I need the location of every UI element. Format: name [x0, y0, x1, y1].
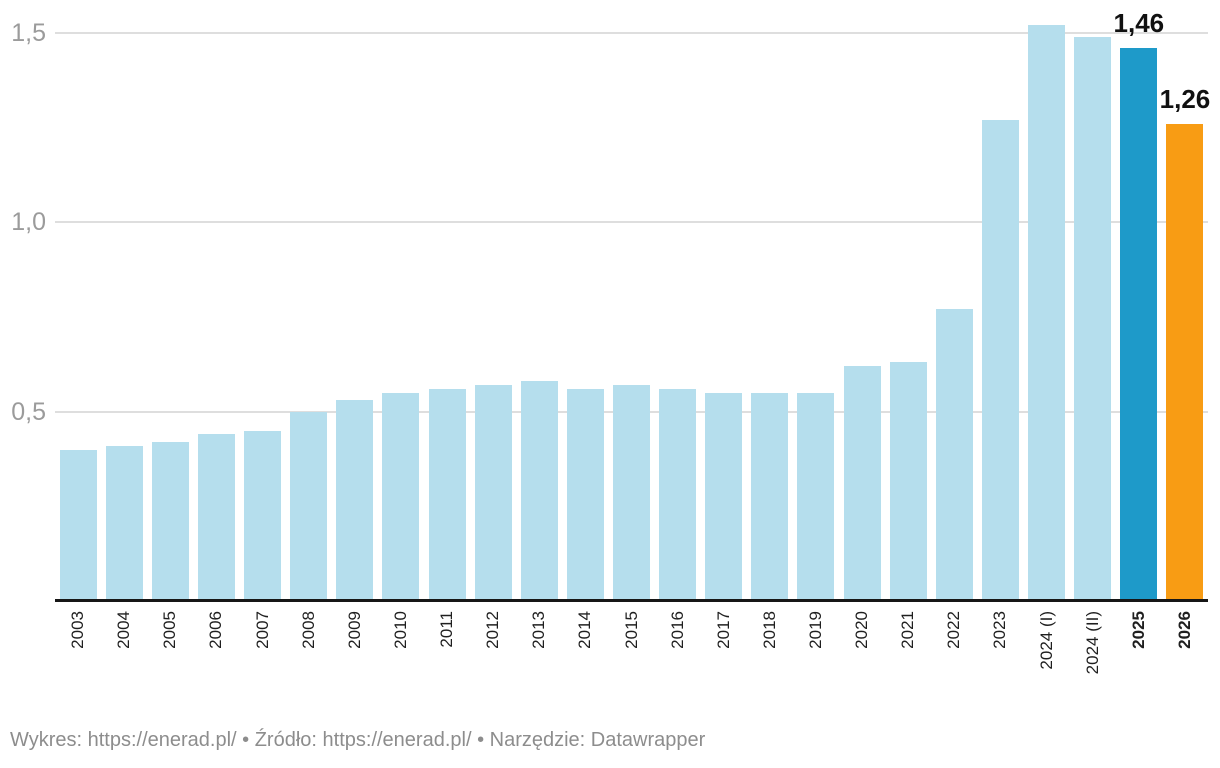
footer-text: Narzędzie:: [489, 729, 591, 751]
x-axis-label-2006: 2006: [206, 611, 226, 649]
bar-2016[interactable]: [659, 388, 697, 601]
footer-link-chart[interactable]: https://enerad.pl/: [87, 729, 237, 751]
y-axis-tick-label: 1,0: [11, 208, 46, 237]
x-axis-label-2025: 2025: [1128, 611, 1148, 649]
footer-separator: •: [236, 729, 255, 751]
x-axis-label-2015: 2015: [621, 611, 641, 649]
x-axis-label-2003: 2003: [68, 611, 88, 649]
x-axis-label-2017: 2017: [713, 611, 733, 649]
x-axis-label-2005: 2005: [160, 611, 180, 649]
bar-2021[interactable]: [889, 362, 927, 601]
footer-attribution: Wykres: https://enerad.pl/ • Źródło: htt…: [10, 727, 705, 753]
bar-2009[interactable]: [336, 400, 374, 601]
bar-2005[interactable]: [151, 441, 189, 601]
bar-2024-ii[interactable]: [1074, 36, 1112, 601]
x-axis-line: [55, 599, 1208, 602]
x-axis-label-2009: 2009: [344, 611, 364, 649]
bar-2026[interactable]: [1166, 123, 1204, 601]
x-axis-label-2021: 2021: [898, 611, 918, 649]
x-axis-label-2011: 2011: [437, 611, 457, 648]
bar-2017[interactable]: [705, 392, 743, 601]
x-axis-label-2018: 2018: [759, 611, 779, 649]
footer-link-source[interactable]: https://enerad.pl/: [322, 729, 472, 751]
footer-text: Wykres:: [10, 729, 88, 751]
x-axis-label-2004: 2004: [114, 611, 134, 649]
bar-2003[interactable]: [59, 449, 97, 601]
y-axis-tick-label: 0,5: [11, 397, 46, 426]
x-axis-label-2016: 2016: [667, 611, 687, 649]
bar-2007[interactable]: [244, 430, 282, 601]
bar-2020[interactable]: [843, 366, 881, 601]
value-label-2025: 1,46: [1113, 8, 1165, 39]
bar-2019[interactable]: [797, 392, 835, 601]
x-axis-label-2024-i: 2024 (I): [1036, 611, 1056, 670]
gridline-1-0: [55, 221, 1208, 224]
x-axis-label-2024-ii: 2024 (II): [1082, 611, 1102, 675]
x-axis-label-2014: 2014: [575, 611, 595, 649]
bar-2025[interactable]: [1120, 48, 1158, 601]
x-axis-label-2007: 2007: [252, 611, 272, 649]
bar-2022[interactable]: [935, 309, 973, 601]
footer-separator: •: [471, 729, 490, 751]
x-axis-label-2020: 2020: [852, 611, 872, 649]
bar-2018[interactable]: [751, 392, 789, 601]
bar-2012[interactable]: [474, 385, 512, 601]
footer-link-tool[interactable]: Datawrapper: [590, 729, 706, 751]
bar-2006[interactable]: [197, 434, 235, 601]
x-axis-label-2012: 2012: [483, 611, 503, 649]
x-axis-label-2010: 2010: [390, 611, 410, 649]
x-axis-label-2023: 2023: [990, 611, 1010, 649]
bar-2011[interactable]: [428, 388, 466, 601]
x-axis-label-2013: 2013: [529, 611, 549, 649]
x-axis-label-2019: 2019: [805, 611, 825, 649]
bar-2013[interactable]: [520, 381, 558, 601]
footer-text: Źródło:: [254, 729, 323, 751]
bar-2024-i[interactable]: [1028, 25, 1066, 601]
gridline-1-5: [55, 32, 1208, 34]
value-label-2026: 1,26: [1159, 83, 1211, 114]
x-axis-label-2022: 2022: [944, 611, 964, 649]
x-axis-label-2008: 2008: [298, 611, 318, 649]
bar-2010[interactable]: [382, 392, 420, 601]
y-axis-tick-label: 1,5: [11, 19, 46, 47]
bar-2015[interactable]: [613, 385, 650, 601]
x-axis-label-2026: 2026: [1174, 611, 1194, 649]
bar-2004[interactable]: [105, 445, 143, 601]
bar-2023[interactable]: [981, 120, 1019, 601]
bar-2014[interactable]: [566, 388, 604, 601]
bar-2008[interactable]: [290, 411, 328, 601]
